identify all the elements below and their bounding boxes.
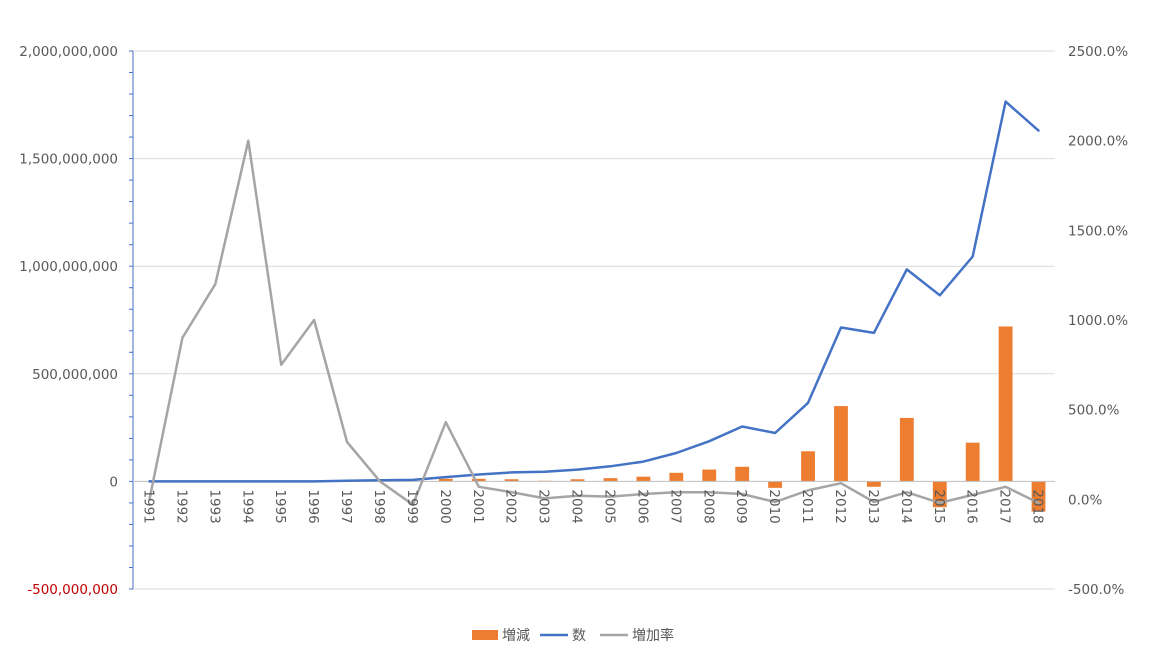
x-axis-tick-label: 2001 [470, 489, 486, 523]
axes [129, 51, 1055, 589]
right-axis-tick-label: 2000.0% [1068, 134, 1128, 150]
left-axis-tick-label: 2,000,000,000 [19, 44, 118, 60]
left-axis-tick-label: 1,500,000,000 [19, 152, 118, 168]
legend-label: 増加率 [632, 627, 674, 644]
x-axis-tick-label: 2014 [898, 489, 914, 523]
x-axis-tick-label: 1999 [404, 489, 420, 523]
legend[interactable]: 増減 数 増加率 [472, 627, 674, 644]
x-axis-tick-label: 1993 [206, 489, 222, 523]
left-axis-tick-label: -500,000,000 [27, 582, 118, 598]
x-axis-tick-label: 1996 [305, 489, 321, 523]
right-axis-tick-label: 1000.0% [1068, 313, 1128, 329]
bar-2017 [999, 326, 1013, 481]
x-axis-tick-label: 2009 [733, 489, 749, 523]
legend-label: 数 [572, 628, 586, 644]
legend-item-増減[interactable]: 増減 [472, 627, 530, 644]
legend-item-数[interactable]: 数 [540, 628, 586, 644]
legend-item-増加率[interactable]: 増加率 [600, 627, 674, 644]
x-axis-tick-label: 2008 [700, 489, 716, 523]
bar-2013 [867, 481, 881, 486]
x-axis-tick-label: 2002 [503, 489, 519, 523]
bar-2010 [768, 481, 782, 487]
left-axis-tick-label: 0 [109, 474, 118, 490]
bar-2012 [834, 406, 848, 481]
x-axis-tick-label: 2011 [799, 489, 815, 523]
tick-labels: -500,000,000 0 500,000,000 1,000,000,000 1,5… [19, 44, 1128, 598]
x-axis-tick-label: 2013 [865, 489, 881, 523]
left-axis-tick-label: 500,000,000 [32, 367, 118, 383]
bar-2014 [900, 418, 914, 481]
x-axis-tick-label: 2000 [437, 489, 453, 523]
legend-label: 増減 [502, 627, 530, 644]
x-axis-tick-label: 2018 [1030, 489, 1046, 523]
bar-2006 [636, 477, 650, 482]
x-axis-tick-label: 2006 [634, 489, 650, 523]
bar-2008 [702, 470, 716, 482]
x-axis-tick-label: 2017 [997, 489, 1013, 523]
x-axis-tick-label: 2016 [964, 489, 980, 523]
right-axis-tick-label: 500.0% [1068, 403, 1120, 419]
x-axis-tick-label: 1998 [371, 489, 387, 523]
bar-2009 [735, 467, 749, 482]
x-axis-tick-label: 2004 [569, 489, 585, 523]
x-axis-tick-label: 1997 [338, 489, 354, 523]
x-axis-tick-label: 2005 [601, 489, 617, 523]
right-axis-tick-label: 0.0% [1068, 492, 1102, 508]
legend-swatch [472, 630, 498, 640]
bar-2016 [966, 443, 980, 482]
gridlines [133, 51, 1055, 589]
x-axis-tick-label: 2010 [766, 489, 782, 523]
bar-2007 [669, 473, 683, 482]
x-axis-tick-label: 1995 [272, 489, 288, 523]
x-axis-tick-label: 1992 [173, 489, 189, 523]
x-axis-tick-label: 2007 [667, 489, 683, 523]
left-axis-tick-label: 1,000,000,000 [19, 259, 118, 275]
x-axis-tick-label: 1991 [140, 489, 156, 523]
right-axis-tick-label: -500.0% [1068, 582, 1125, 598]
right-axis-tick-label: 1500.0% [1068, 223, 1128, 239]
right-axis-tick-label: 2500.0% [1068, 44, 1128, 60]
x-axis-tick-label: 2015 [931, 489, 947, 523]
x-axis-tick-label: 1994 [239, 489, 255, 523]
x-axis-tick-label: 2003 [536, 489, 552, 523]
x-axis-tick-label: 2012 [832, 489, 848, 523]
bar-series-layer [143, 326, 1046, 511]
bar-2011 [801, 451, 815, 481]
